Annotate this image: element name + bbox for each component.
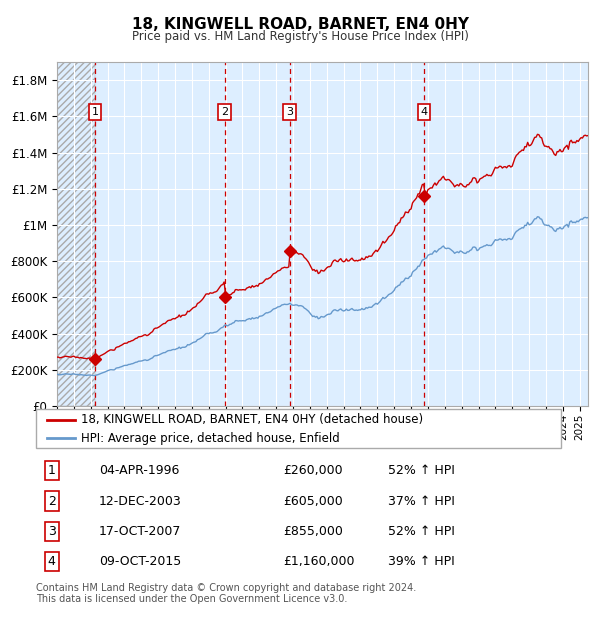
FancyBboxPatch shape — [36, 409, 561, 448]
Text: 12-DEC-2003: 12-DEC-2003 — [99, 495, 182, 508]
Text: 52% ↑ HPI: 52% ↑ HPI — [388, 464, 455, 477]
Text: £855,000: £855,000 — [283, 525, 343, 538]
Text: 04-APR-1996: 04-APR-1996 — [99, 464, 179, 477]
Text: 2: 2 — [221, 107, 228, 117]
Text: Contains HM Land Registry data © Crown copyright and database right 2024.
This d: Contains HM Land Registry data © Crown c… — [36, 583, 416, 604]
Text: 09-OCT-2015: 09-OCT-2015 — [99, 555, 181, 568]
Text: 1: 1 — [92, 107, 98, 117]
Text: 4: 4 — [48, 555, 56, 568]
Text: 18, KINGWELL ROAD, BARNET, EN4 0HY (detached house): 18, KINGWELL ROAD, BARNET, EN4 0HY (deta… — [80, 414, 423, 427]
Text: 4: 4 — [421, 107, 428, 117]
Text: 17-OCT-2007: 17-OCT-2007 — [99, 525, 181, 538]
Text: HPI: Average price, detached house, Enfield: HPI: Average price, detached house, Enfi… — [80, 432, 340, 445]
Text: 39% ↑ HPI: 39% ↑ HPI — [388, 555, 455, 568]
Text: 3: 3 — [286, 107, 293, 117]
Text: 37% ↑ HPI: 37% ↑ HPI — [388, 495, 455, 508]
Text: £1,160,000: £1,160,000 — [283, 555, 354, 568]
Bar — [57, 62, 95, 406]
Text: 3: 3 — [48, 525, 56, 538]
Text: Price paid vs. HM Land Registry's House Price Index (HPI): Price paid vs. HM Land Registry's House … — [131, 30, 469, 43]
Text: 1: 1 — [48, 464, 56, 477]
Text: 2: 2 — [48, 495, 56, 508]
Text: 18, KINGWELL ROAD, BARNET, EN4 0HY: 18, KINGWELL ROAD, BARNET, EN4 0HY — [131, 17, 469, 32]
Text: £260,000: £260,000 — [283, 464, 343, 477]
Text: 52% ↑ HPI: 52% ↑ HPI — [388, 525, 455, 538]
Text: £605,000: £605,000 — [283, 495, 343, 508]
